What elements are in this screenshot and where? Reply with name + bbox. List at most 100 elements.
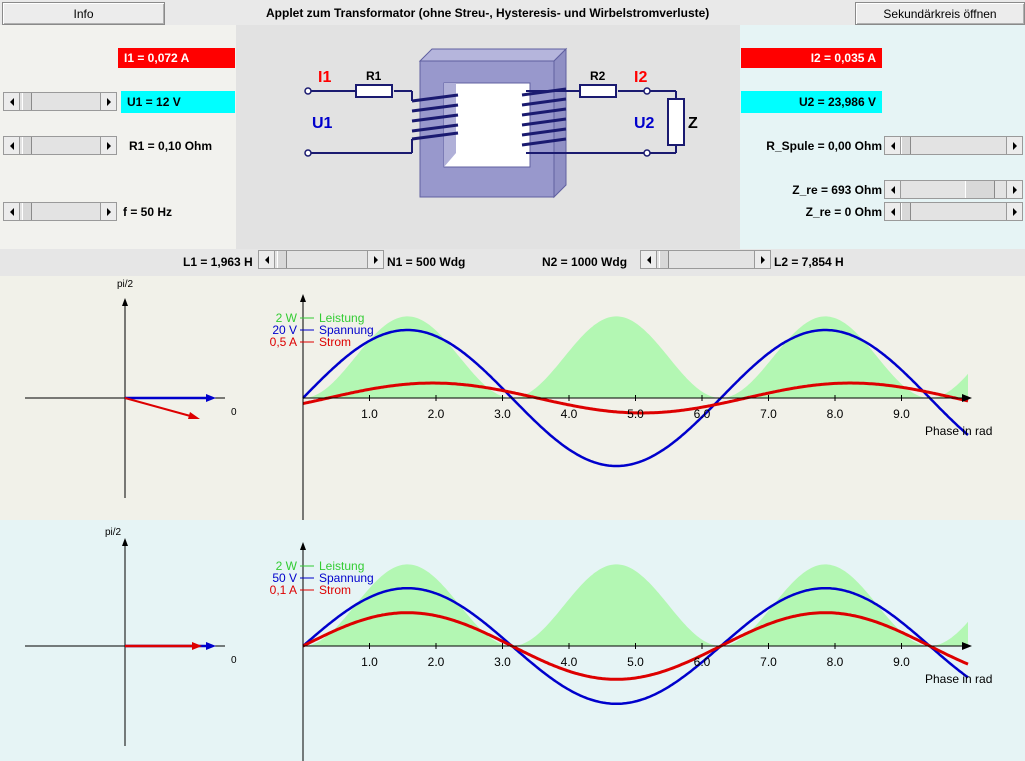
r1-slider-left-arrow[interactable] bbox=[4, 137, 20, 154]
primary-legend: 2 W Leistung 20 V Spannung 0,5 A Strom bbox=[270, 311, 374, 349]
circuit-label-i1: I1 bbox=[318, 69, 331, 86]
secondary-phasor-x-label: 0 bbox=[231, 655, 237, 666]
z-re-slider[interactable] bbox=[884, 180, 1023, 199]
primary-x-tick-label: 1.0 bbox=[361, 407, 378, 421]
n1-slider-left-arrow[interactable] bbox=[259, 251, 275, 268]
r2-resistor bbox=[579, 84, 617, 98]
primary-x-tick-label: 2.0 bbox=[428, 407, 445, 421]
primary-x-axis-label: Phase in rad bbox=[925, 424, 992, 438]
circuit-label-i2: I2 bbox=[634, 69, 647, 86]
secondary-terminal-top bbox=[643, 87, 651, 95]
l1-label: L1 = 1,963 H bbox=[183, 255, 253, 269]
z-impedance bbox=[667, 98, 685, 146]
secondary-terminal-bottom bbox=[643, 149, 651, 157]
secondary-x-tick-label: 7.0 bbox=[760, 655, 777, 669]
r1-slider-thumb[interactable] bbox=[22, 137, 32, 154]
secondary-current-phasor-head bbox=[192, 642, 202, 650]
primary-x-tick-label: 8.0 bbox=[827, 407, 844, 421]
primary-current-phasor-head bbox=[188, 412, 200, 419]
n1-slider[interactable] bbox=[258, 250, 384, 269]
circuit-label-u2: U2 bbox=[634, 115, 655, 132]
n2-label: N2 = 1000 Wdg bbox=[542, 255, 628, 269]
n2-slider[interactable] bbox=[640, 250, 771, 269]
secondary-legend-voltage-name: Spannung bbox=[319, 571, 374, 585]
r1-resistor bbox=[355, 84, 393, 98]
primary-x-tick-label: 5.0 bbox=[627, 407, 644, 421]
secondary-x-tick-label: 1.0 bbox=[361, 655, 378, 669]
primary-x-tick-label: 6.0 bbox=[694, 407, 711, 421]
u1-slider-right-arrow[interactable] bbox=[100, 93, 116, 110]
r1-slider-right-arrow[interactable] bbox=[100, 137, 116, 154]
secondary-x-tick-label: 5.0 bbox=[627, 655, 644, 669]
z-im-slider-left-arrow[interactable] bbox=[885, 203, 901, 220]
frequency-slider-left-arrow[interactable] bbox=[4, 203, 20, 220]
primary-phasor-x-label: 0 bbox=[231, 407, 237, 418]
primary-phasor-y-label: pi/2 bbox=[117, 279, 134, 290]
primary-terminal-top bbox=[304, 87, 312, 95]
frequency-slider[interactable] bbox=[3, 202, 117, 221]
u1-slider-thumb[interactable] bbox=[22, 93, 32, 110]
secondary-plot: pi/2 0 1.0 2.0 3.0 4.0 5.0 6.0 7.0 8.0 9.0 Phase… bbox=[25, 527, 992, 761]
z-re-slider-right-arrow[interactable] bbox=[1006, 181, 1022, 198]
frequency-slider-thumb[interactable] bbox=[22, 203, 32, 220]
secondary-x-tick-label: 2.0 bbox=[428, 655, 445, 669]
i2-meter: I2 = 0,035 A bbox=[741, 48, 882, 68]
secondary-x-tick-label: 9.0 bbox=[893, 655, 910, 669]
r-spule-slider-right-arrow[interactable] bbox=[1006, 137, 1022, 154]
primary-legend-current-name: Strom bbox=[319, 335, 351, 349]
primary-x-tick-label: 4.0 bbox=[561, 407, 578, 421]
primary-legend-voltage-value: 20 V bbox=[272, 323, 297, 337]
r-spule-slider-left-arrow[interactable] bbox=[885, 137, 901, 154]
secondary-x-tick-label: 6.0 bbox=[694, 655, 711, 669]
primary-current-phasor bbox=[124, 397, 195, 418]
r1-slider[interactable] bbox=[3, 136, 117, 155]
z-im-slider-thumb[interactable] bbox=[901, 203, 911, 220]
z-im-slider[interactable] bbox=[884, 202, 1023, 221]
page-title: Applet zum Transformator (ohne Streu-, H… bbox=[266, 6, 710, 20]
secondary-legend: 2 W Leistung 50 V Spannung 0,1 A Strom bbox=[270, 559, 374, 597]
secondary-power-area bbox=[303, 564, 968, 646]
primary-terminal-bottom bbox=[304, 149, 312, 157]
primary-x-tick-label: 7.0 bbox=[760, 407, 777, 421]
secondary-voltage-curve bbox=[302, 586, 969, 706]
n2-slider-right-arrow[interactable] bbox=[754, 251, 770, 268]
z-re-slider-left-arrow[interactable] bbox=[885, 181, 901, 198]
n2-slider-left-arrow[interactable] bbox=[641, 251, 657, 268]
secondary-x-tick-label: 3.0 bbox=[494, 655, 511, 669]
u2-meter: U2 = 23,986 V bbox=[741, 91, 882, 113]
secondary-legend-current-name: Strom bbox=[319, 583, 351, 597]
secondary-legend-voltage-value: 50 V bbox=[272, 571, 297, 585]
n1-slider-right-arrow[interactable] bbox=[367, 251, 383, 268]
primary-legend-power-name: Leistung bbox=[319, 311, 364, 325]
info-button[interactable]: Info bbox=[2, 2, 165, 25]
secondary-x-tick-label: 8.0 bbox=[827, 655, 844, 669]
r-spule-slider-thumb[interactable] bbox=[901, 137, 911, 154]
u1-slider[interactable] bbox=[3, 92, 117, 111]
n1-label: N1 = 500 Wdg bbox=[387, 255, 466, 269]
circuit-label-r1: R1 bbox=[366, 69, 382, 83]
winding-bar bbox=[0, 249, 1025, 276]
transformer-diagram: I1 R1 U1 R2 I2 U2 Z bbox=[304, 47, 698, 199]
open-secondary-button[interactable]: Sekundärkreis öffnen bbox=[855, 2, 1025, 25]
z-im-label: Z_re = 0 Ohm bbox=[805, 205, 882, 219]
circuit-label-z: Z bbox=[688, 115, 698, 132]
r-spule-label: R_Spule = 0,00 Ohm bbox=[766, 139, 882, 153]
frequency-slider-right-arrow[interactable] bbox=[100, 203, 116, 220]
primary-plot: pi/2 0 1.0 2.0 3.0 4.0 5.0 6.0 7.0 8.0 9.0 Phase… bbox=[25, 279, 992, 520]
circuit-label-u1: U1 bbox=[312, 115, 333, 132]
u1-slider-left-arrow[interactable] bbox=[4, 93, 20, 110]
primary-coil bbox=[411, 93, 459, 141]
u1-meter: U1 = 12 V bbox=[121, 91, 235, 113]
z-re-slider-thumb[interactable] bbox=[965, 181, 995, 198]
z-re-label: Z_re = 693 Ohm bbox=[792, 183, 882, 197]
primary-voltage-curve bbox=[302, 328, 969, 468]
z-im-slider-right-arrow[interactable] bbox=[1006, 203, 1022, 220]
n2-slider-thumb[interactable] bbox=[659, 251, 669, 268]
n1-slider-thumb[interactable] bbox=[277, 251, 287, 268]
frequency-label: f = 50 Hz bbox=[123, 205, 173, 219]
secondary-legend-power-value: 2 W bbox=[276, 559, 298, 573]
secondary-x-tick-label: 4.0 bbox=[561, 655, 578, 669]
secondary-phasor-y-label: pi/2 bbox=[105, 527, 122, 538]
r-spule-slider[interactable] bbox=[884, 136, 1023, 155]
r1-label: R1 = 0,10 Ohm bbox=[129, 139, 213, 153]
